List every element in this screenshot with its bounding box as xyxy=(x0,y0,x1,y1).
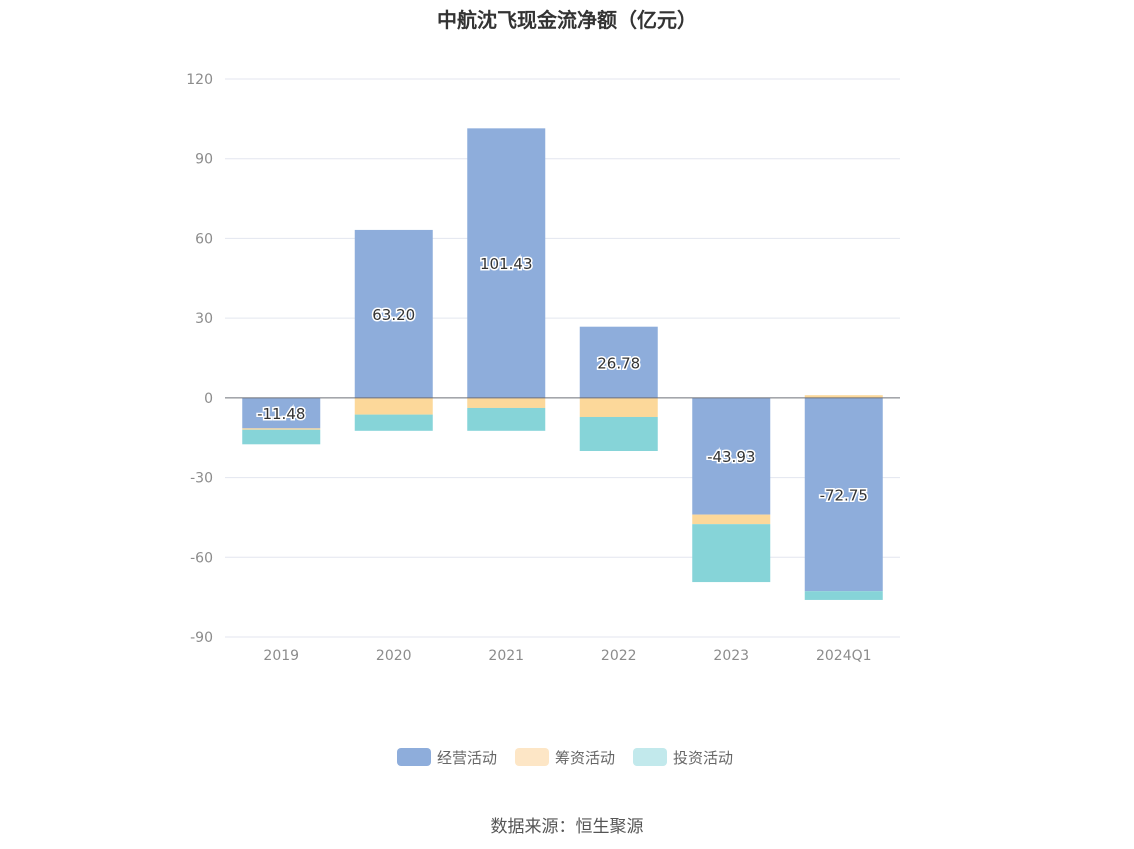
legend-swatch xyxy=(397,748,431,766)
y-tick-label: 30 xyxy=(195,311,213,327)
legend-label: 经营活动 xyxy=(437,749,497,767)
legend-swatch xyxy=(633,748,667,766)
bar-投资活动-2021 xyxy=(467,407,546,431)
y-tick-label: 0 xyxy=(204,391,213,407)
chart-title: 中航沈飞现金流净额（亿元） xyxy=(437,8,697,32)
bar-投资活动-2020 xyxy=(354,414,433,431)
bar-筹资活动-2022 xyxy=(579,397,658,417)
bar-经营活动-2019 xyxy=(242,397,321,429)
bar-投资活动-2024Q1 xyxy=(804,591,883,600)
x-tick-label: 2022 xyxy=(601,648,637,664)
grid-lines xyxy=(225,78,900,638)
data-label: -43.93 xyxy=(707,448,755,466)
data-label: -72.75 xyxy=(820,487,868,505)
y-tick-label: 60 xyxy=(195,231,213,247)
x-tick-label: 2021 xyxy=(488,648,524,664)
y-tick-label: 90 xyxy=(195,152,213,168)
bar-经营活动-2024Q1 xyxy=(804,397,883,592)
source-note: 数据来源：恒生聚源 xyxy=(490,817,644,837)
y-tick-label: -90 xyxy=(190,630,213,646)
bar-经营活动-2022 xyxy=(579,326,658,398)
bar-经营活动-2021 xyxy=(467,128,546,398)
bar-筹资活动-2019 xyxy=(242,428,321,430)
legend[interactable]: 经营活动 筹资活动 投资活动 xyxy=(397,748,733,767)
y-tick-label: 120 xyxy=(186,72,213,88)
x-tick-label: 2020 xyxy=(376,648,412,664)
data-labels: -11.48 63.20 101.43 26.78 -43.93 -72.75 xyxy=(256,254,870,506)
bar-筹资活动-2020 xyxy=(354,397,433,415)
legend-swatch xyxy=(515,748,549,766)
bar-投资活动-2019 xyxy=(242,429,321,445)
x-tick-label: 2024Q1 xyxy=(816,648,872,664)
data-label: -11.48 xyxy=(257,405,305,423)
bar-投资活动-2023 xyxy=(692,524,771,583)
y-tick-label: -60 xyxy=(190,550,213,566)
bar-经营活动-2023 xyxy=(692,397,771,515)
data-label: 26.78 xyxy=(597,354,640,372)
bar-筹资活动-2024Q1 xyxy=(804,395,883,398)
bars xyxy=(242,128,883,600)
data-label: 63.20 xyxy=(372,306,415,324)
bar-经营活动-2020 xyxy=(354,229,433,398)
legend-label: 投资活动 xyxy=(673,749,733,767)
data-label: 101.43 xyxy=(480,255,533,273)
bar-筹资活动-2023 xyxy=(692,514,771,525)
x-tick-label: 2023 xyxy=(713,648,749,664)
bar-投资活动-2022 xyxy=(579,416,658,451)
x-tick-label: 2019 xyxy=(263,648,299,664)
y-tick-label: -30 xyxy=(190,471,213,487)
legend-label: 筹资活动 xyxy=(555,749,615,767)
y-axis: 120 90 60 30 0 -30 -60 -90 xyxy=(186,72,213,646)
x-axis: 2019 2020 2021 2022 2023 2024Q1 xyxy=(263,648,871,664)
bar-筹资活动-2021 xyxy=(467,397,546,408)
